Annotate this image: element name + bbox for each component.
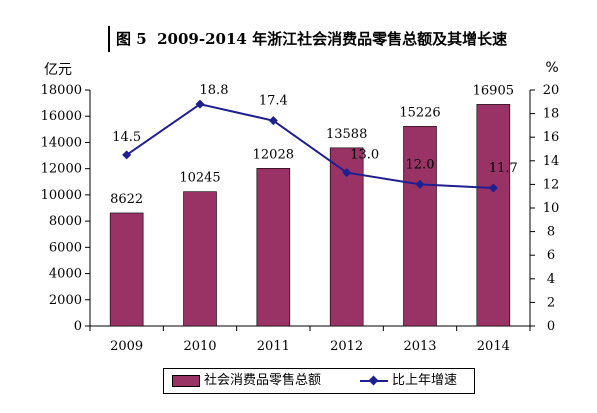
left-axis-tick-label: 18000	[41, 83, 82, 98]
growth-rate-point-2013	[415, 179, 425, 189]
legend-bar-label: 社会消费品零售总额	[204, 373, 322, 388]
growth-rate-label: 17.4	[259, 94, 288, 109]
left-axis-tick-label: 4000	[49, 267, 82, 282]
growth-rate-point-2010	[195, 99, 205, 109]
growth-rate-label: 18.8	[200, 83, 229, 98]
bar-value-label: 8622	[110, 192, 143, 207]
bar-value-label: 10245	[179, 171, 220, 186]
bar-2014	[476, 104, 511, 327]
growth-rate-point-2014	[488, 183, 498, 193]
bar-2013	[403, 126, 437, 327]
left-axis-tick-label: 10000	[41, 188, 82, 203]
bar-2010	[183, 191, 217, 327]
growth-rate-label: 11.7	[489, 161, 518, 176]
left-axis-tick-label: 16000	[41, 109, 82, 124]
growth-rate-point-2012	[342, 168, 352, 178]
legend-bar-swatch	[172, 374, 200, 387]
legend-item-bar: 社会消费品零售总额	[172, 369, 321, 393]
figure-title-text: 2009-2014 年浙江社会消费品零售总额及其增长速	[157, 30, 508, 48]
left-axis-unit: 亿元	[44, 62, 72, 78]
right-axis-tick-label: 16	[543, 130, 560, 145]
figure-number: 图 5	[116, 30, 147, 48]
left-axis-tick-label: 0	[74, 319, 82, 334]
x-axis-tick-label: 2010	[183, 339, 216, 354]
left-axis-tick-label: 2000	[49, 293, 82, 308]
x-axis-tick-label: 2009	[110, 339, 143, 354]
bar-2009	[109, 212, 144, 327]
growth-rate-label: 12.0	[406, 157, 435, 172]
bar-2011	[256, 167, 291, 327]
left-axis-tick-label: 8000	[49, 214, 82, 229]
growth-rate-label: 14.5	[112, 130, 141, 145]
bar-value-label: 13588	[326, 127, 367, 142]
right-axis-tick-label: 10	[543, 201, 560, 216]
right-axis-tick-label: 14	[543, 154, 560, 169]
right-axis-unit: %	[545, 60, 558, 76]
left-axis-tick-label: 14000	[41, 135, 82, 150]
growth-rate-label: 13.0	[350, 148, 379, 163]
left-axis-tick-label: 6000	[49, 240, 82, 255]
x-axis-tick-label: 2014	[477, 339, 510, 354]
bar-2012	[329, 147, 364, 327]
x-axis-tick-label: 2012	[330, 339, 363, 354]
right-axis-tick-label: 4	[547, 272, 555, 287]
right-axis-tick-label: 8	[547, 225, 555, 240]
bar-value-label: 16905	[473, 83, 514, 98]
left-axis-tick-label: 12000	[41, 162, 82, 177]
growth-rate-point-2011	[268, 116, 278, 126]
chart-legend: 社会消费品零售总额 比上年增速	[163, 368, 475, 394]
right-axis-tick-label: 20	[543, 83, 560, 98]
right-axis-tick-label: 12	[543, 177, 560, 192]
right-axis-tick-label: 0	[547, 319, 555, 334]
x-axis-tick-label: 2011	[257, 339, 290, 354]
bar-value-label: 15226	[399, 105, 440, 120]
growth-rate-line	[126, 103, 494, 189]
right-axis-tick-label: 18	[543, 107, 560, 122]
legend-line-label: 比上年增速	[392, 373, 458, 388]
legend-item-line: 比上年增速	[360, 369, 457, 393]
legend-line-swatch	[360, 376, 388, 386]
right-axis-tick-label: 6	[547, 248, 555, 263]
growth-rate-point-2009	[122, 150, 132, 160]
bar-value-label: 12028	[253, 147, 294, 162]
x-axis-tick-label: 2013	[403, 339, 436, 354]
chart-title: 图 5 2009-2014 年浙江社会消费品零售总额及其增长速	[108, 26, 507, 52]
right-axis-tick-label: 2	[547, 295, 555, 310]
